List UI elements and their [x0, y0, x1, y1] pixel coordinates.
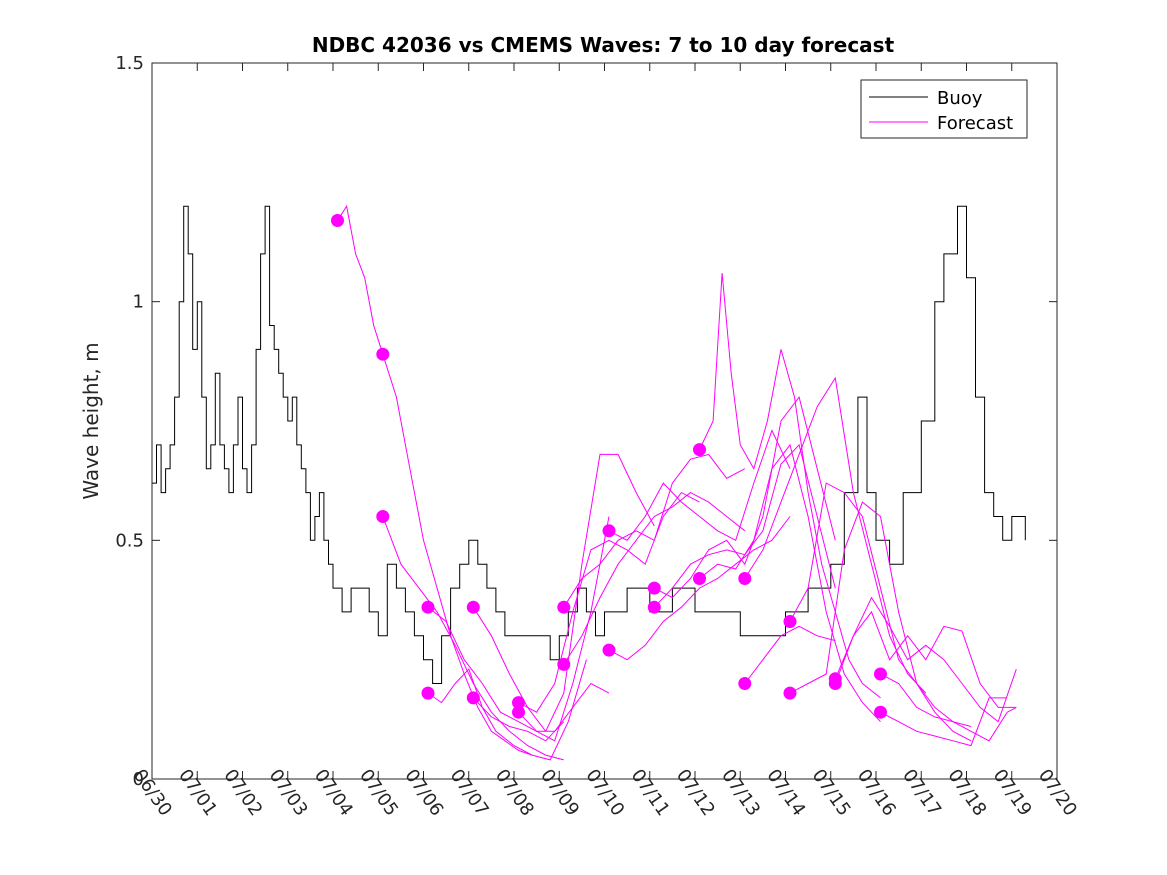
- forecast-marker-14: [647, 581, 661, 595]
- buoy-line: [152, 205, 1026, 684]
- legend-label-forecast: Forecast: [937, 113, 1013, 134]
- forecast-marker-15: [647, 600, 661, 614]
- forecast-line-3: [382, 516, 564, 761]
- forecast-line-14: [654, 395, 836, 599]
- forecast-line-6: [472, 453, 655, 733]
- forecast-line-7: [472, 697, 565, 742]
- forecast-marker-1: [331, 214, 344, 227]
- forecast-line-13: [608, 516, 791, 661]
- forecast-marker-5: [421, 686, 435, 700]
- forecast-marker-2: [376, 347, 390, 361]
- forecast-marker-18: [738, 572, 752, 585]
- forecast-line-11: [563, 492, 746, 665]
- forecast-marker-21: [783, 686, 797, 700]
- forecast-line-17: [699, 443, 881, 723]
- forecast-marker-7: [466, 691, 480, 705]
- y-tick-label: 0.5: [115, 530, 144, 551]
- forecast-marker-24: [874, 667, 887, 681]
- forecast-line-22: [834, 596, 1017, 723]
- forecast-marker-23: [828, 677, 842, 690]
- y-tick-label: 0: [133, 769, 144, 790]
- forecast-marker-8: [512, 696, 525, 710]
- y-axis-label: Wave height, m: [79, 342, 103, 499]
- forecast-line-2: [382, 354, 533, 756]
- forecast-line-10: [563, 453, 746, 608]
- forecast-marker-16: [693, 443, 706, 457]
- forecast-line-12: [608, 429, 791, 542]
- forecast-line-9: [518, 682, 610, 732]
- forecast-line-23: [834, 610, 1017, 708]
- forecast-line-25: [880, 697, 1008, 747]
- legend-box: [860, 79, 1028, 139]
- forecast-marker-25: [874, 705, 887, 719]
- forecast-marker-17: [693, 572, 706, 585]
- forecast-marker-3: [376, 510, 390, 523]
- forecast-marker-20: [783, 615, 797, 628]
- forecast-line-5: [427, 659, 587, 761]
- plot-series: [152, 204, 1026, 761]
- legend-label-buoy: Buoy: [937, 88, 983, 109]
- forecast-marker-6: [466, 600, 480, 614]
- chart-title: NDBC 42036 vs CMEMS Waves: 7 to 10 day f…: [312, 33, 895, 57]
- forecast-line-16: [699, 272, 881, 699]
- forecast-line-19: [744, 625, 836, 684]
- plot-area: [152, 204, 1026, 761]
- y-tick-label: 1.5: [115, 53, 144, 74]
- forecast-line-1: [337, 204, 384, 355]
- forecast-marker-10: [557, 600, 571, 614]
- y-tick-label: 1: [133, 292, 144, 313]
- forecast-line-4: [427, 516, 610, 742]
- legend: Buoy Forecast: [860, 79, 1028, 139]
- forecast-marker-19: [738, 677, 752, 690]
- forecast-marker-12: [602, 524, 616, 538]
- forecast-marker-4: [421, 600, 435, 614]
- forecast-marker-9: [512, 705, 525, 719]
- forecast-marker-13: [602, 643, 616, 657]
- forecast-line-20: [789, 482, 972, 727]
- forecast-marker-11: [557, 657, 571, 671]
- forecast-line-24: [880, 673, 1017, 742]
